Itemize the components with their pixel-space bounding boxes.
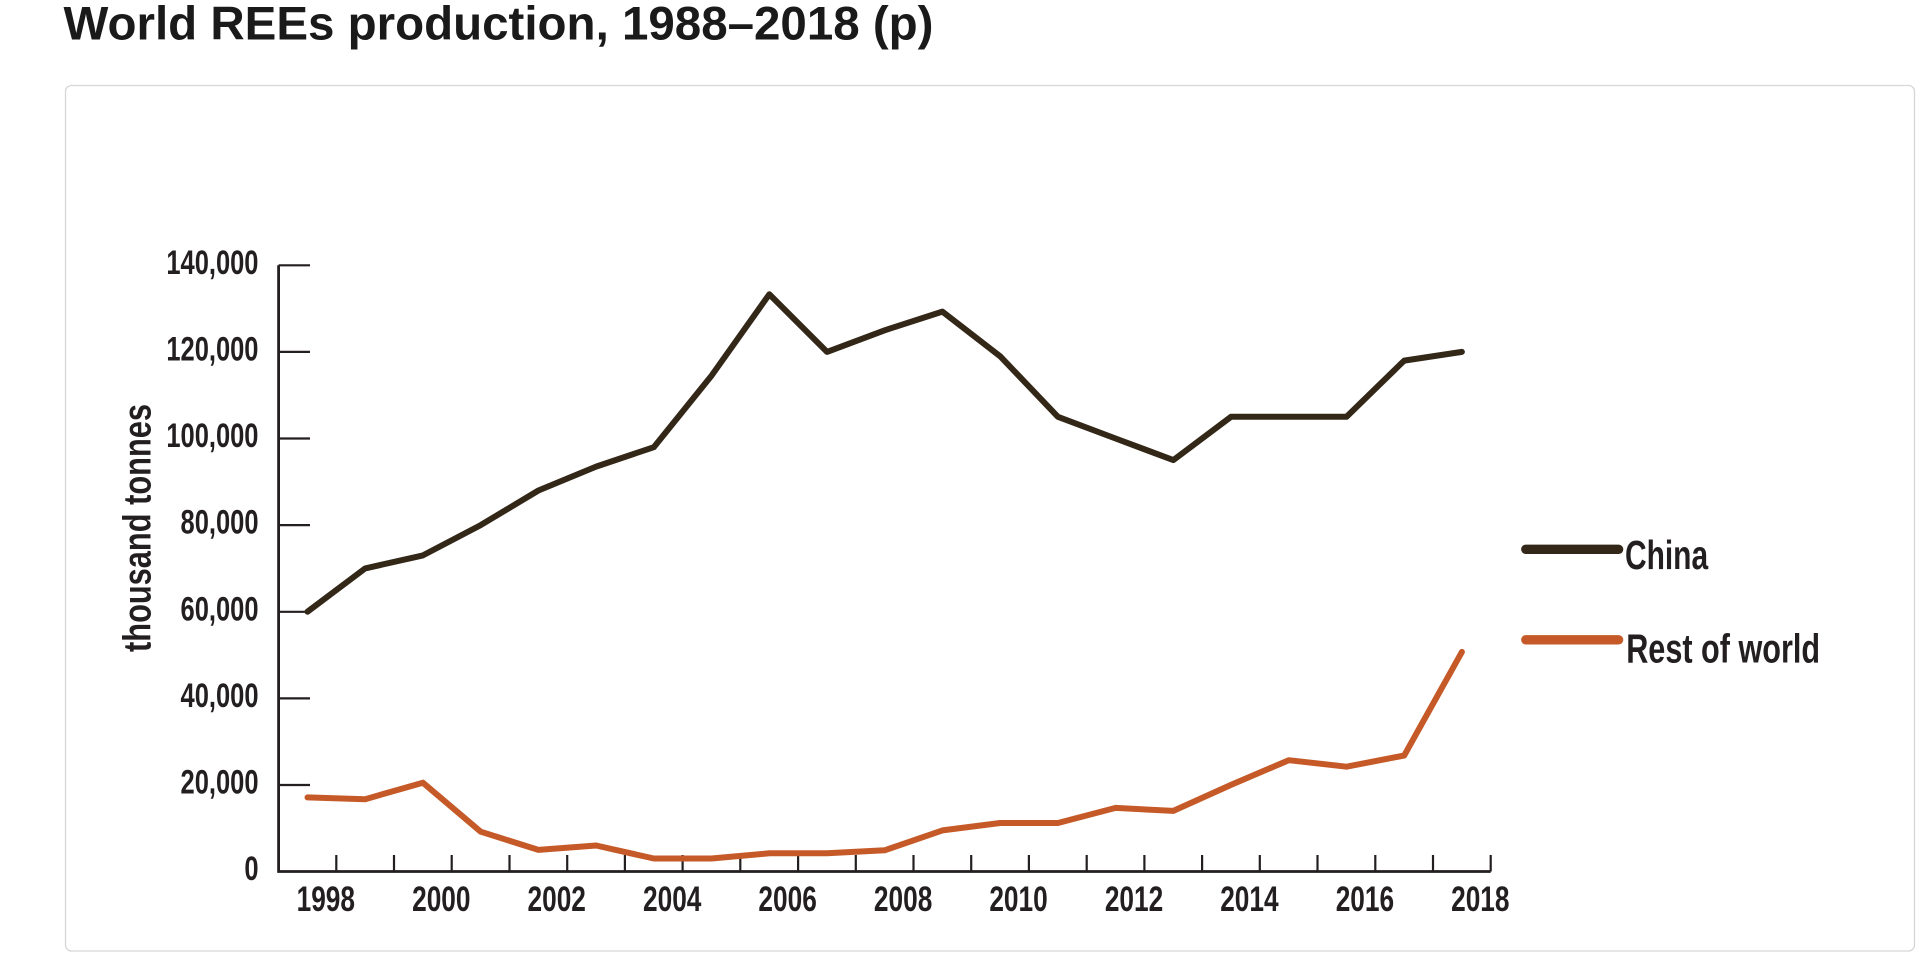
svg-text:China: China (1625, 532, 1709, 578)
svg-text:60,000: 60,000 (181, 591, 259, 628)
svg-text:100,000: 100,000 (166, 418, 258, 455)
svg-text:thousand tonnes: thousand tonnes (116, 404, 159, 652)
svg-text:40,000: 40,000 (181, 677, 259, 714)
svg-text:20,000: 20,000 (181, 764, 259, 801)
svg-text:2012: 2012 (1105, 879, 1163, 919)
svg-text:2018: 2018 (1451, 879, 1509, 919)
svg-text:1998: 1998 (297, 879, 355, 919)
svg-text:2004: 2004 (643, 879, 702, 919)
svg-text:140,000: 140,000 (166, 244, 258, 281)
svg-text:2008: 2008 (874, 879, 932, 919)
svg-text:Rest of world: Rest of world (1626, 625, 1820, 671)
svg-text:2010: 2010 (989, 879, 1047, 919)
svg-text:2016: 2016 (1336, 879, 1394, 919)
svg-text:0: 0 (244, 851, 258, 888)
svg-text:2014: 2014 (1220, 879, 1279, 919)
svg-text:80,000: 80,000 (181, 504, 259, 541)
svg-text:2006: 2006 (758, 879, 816, 919)
svg-text:World REEs production, 1988–20: World REEs production, 1988–2018 (p) (64, 0, 934, 51)
svg-text:2002: 2002 (528, 879, 586, 919)
svg-text:2000: 2000 (412, 879, 470, 919)
svg-text:120,000: 120,000 (166, 331, 258, 368)
